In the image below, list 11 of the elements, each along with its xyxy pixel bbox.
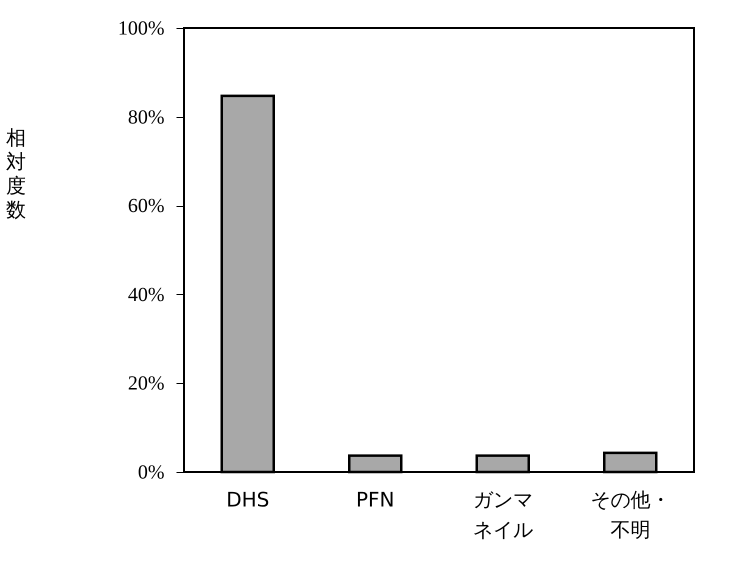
x-tick-label: PFN bbox=[356, 488, 395, 512]
y-tick-label: 0% bbox=[138, 462, 164, 484]
x-tick-label: その他・不明 bbox=[590, 488, 670, 542]
y-tick-label: 40% bbox=[128, 284, 164, 306]
y-tick-label: 20% bbox=[128, 372, 164, 395]
y-axis-title: 相対度数 bbox=[6, 126, 26, 222]
y-tick-label: 100% bbox=[118, 18, 164, 40]
x-tick-label: DHS bbox=[226, 488, 270, 512]
y-tick-label: 60% bbox=[128, 195, 164, 218]
y-tick-label: 80% bbox=[128, 106, 164, 128]
x-tick-label: ガンマネイル bbox=[472, 488, 533, 542]
